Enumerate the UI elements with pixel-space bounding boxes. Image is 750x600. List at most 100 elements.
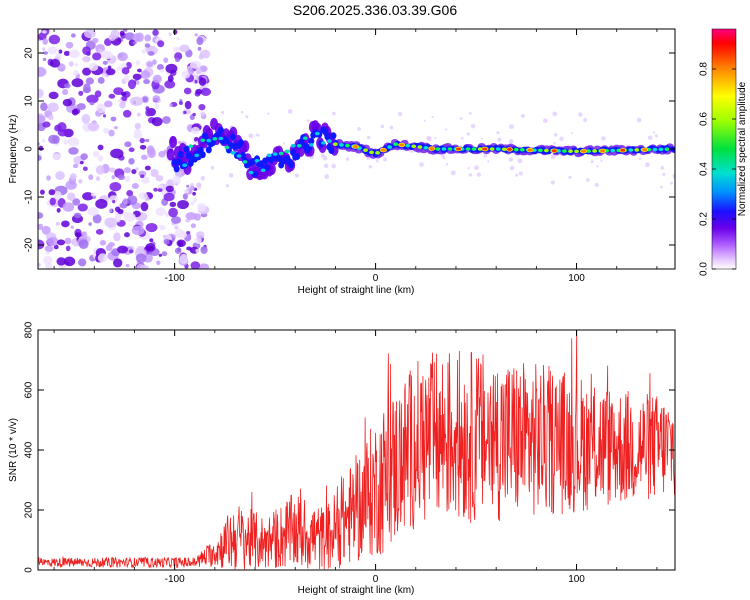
noise-blob	[46, 175, 51, 181]
noise-blob	[136, 263, 146, 269]
noise-blob	[141, 49, 146, 54]
snr-plot-area	[38, 330, 675, 570]
noise-blob	[62, 89, 69, 96]
noise-blob	[42, 47, 46, 51]
noise-blob	[186, 246, 192, 251]
noise-blob	[48, 189, 56, 196]
noise-blob	[145, 108, 152, 117]
signal-bright-cell	[495, 147, 501, 151]
speckle-blob	[445, 162, 449, 166]
noise-blob	[38, 262, 41, 267]
signal-core	[223, 137, 230, 145]
noise-blob	[127, 79, 137, 90]
signal-bright-cell	[363, 148, 368, 152]
noise-blob	[147, 51, 155, 56]
noise-blob	[121, 67, 130, 75]
speckle-blob	[383, 157, 388, 162]
noise-blob	[80, 153, 88, 160]
signal-core	[672, 148, 675, 153]
noise-blob	[69, 49, 80, 59]
noise-blob	[41, 225, 51, 235]
noise-blob	[183, 87, 192, 95]
signal-bright-cell	[326, 139, 332, 143]
chart-title: S206.2025.336.03.39.G06	[292, 2, 458, 18]
noise-blob	[157, 40, 165, 48]
noise-blob	[61, 220, 70, 228]
speckle-blob	[225, 184, 230, 188]
noise-blob	[88, 174, 94, 181]
speckle-blob	[468, 111, 472, 115]
noise-blob	[145, 222, 158, 233]
noise-blob	[74, 63, 79, 67]
signal-hot-spot	[482, 147, 488, 151]
noise-blob	[122, 198, 129, 205]
noise-blob	[188, 68, 194, 75]
noise-blob	[119, 30, 125, 36]
speckle-blob	[200, 111, 205, 117]
y-tick-label: -20	[24, 237, 35, 252]
noise-blob	[44, 245, 54, 253]
speckle-blob	[470, 123, 476, 129]
signal-bright-cell	[652, 147, 658, 152]
noise-blob	[152, 29, 159, 36]
signal-core	[239, 151, 246, 159]
noise-blob	[128, 39, 136, 47]
noise-blob	[113, 87, 124, 95]
noise-blob	[71, 108, 79, 116]
colorbar: 0.0 0.2 0.4 0.6 0.8 Normalized spectral ampl…	[699, 28, 748, 276]
noise-blob	[144, 34, 152, 42]
noise-blob	[139, 144, 147, 150]
signal-core	[199, 151, 206, 159]
noise-blob	[107, 65, 112, 70]
noise-blob	[195, 248, 200, 253]
signal-hot-spot	[399, 143, 405, 147]
speckle-blob	[368, 165, 373, 169]
noise-blob	[156, 260, 161, 266]
noise-blob	[139, 137, 145, 144]
noise-blob	[164, 80, 176, 89]
noise-blob	[66, 192, 76, 201]
speckle-blob	[331, 163, 336, 169]
noise-blob	[108, 34, 116, 42]
signal-bright-cell	[260, 168, 266, 173]
speckle-blob	[320, 153, 325, 158]
noise-blob	[133, 132, 143, 140]
noise-blob	[128, 158, 135, 165]
noise-blob	[165, 63, 178, 74]
speckle-blob	[550, 154, 556, 159]
noise-blob	[90, 192, 96, 197]
speckle-blob	[431, 115, 434, 119]
noise-blob	[48, 91, 59, 100]
noise-blob	[168, 207, 178, 218]
noise-blob	[78, 90, 84, 96]
noise-blob	[47, 46, 58, 55]
noise-blob	[76, 103, 86, 111]
noise-blob	[136, 112, 141, 117]
noise-blob	[48, 34, 61, 45]
noise-blob	[108, 93, 116, 99]
speckle-blob	[442, 157, 446, 160]
noise-blob	[62, 202, 75, 212]
speckle-blob	[324, 174, 330, 179]
x-tick-label: -100	[165, 273, 185, 284]
noise-blob	[185, 212, 197, 221]
noise-blob	[112, 258, 123, 268]
noise-blob	[43, 256, 53, 265]
noise-blob	[186, 230, 191, 235]
noise-blob	[121, 95, 128, 101]
noise-blob	[95, 165, 105, 175]
noise-blob	[198, 54, 204, 60]
signal-halo	[169, 135, 178, 148]
noise-blob	[41, 138, 46, 143]
y-tick-label: 800	[24, 321, 35, 338]
snr-xlabel: Height of straight line (km)	[298, 585, 415, 596]
noise-blob	[63, 256, 76, 267]
speckle-blob	[559, 136, 564, 142]
signal-bright-cell	[224, 145, 230, 150]
noise-blob	[82, 67, 92, 76]
signal-bright-cell	[417, 145, 423, 149]
noise-blob	[176, 37, 180, 41]
noise-blob	[72, 198, 81, 206]
signal-hot-spot	[506, 147, 513, 151]
